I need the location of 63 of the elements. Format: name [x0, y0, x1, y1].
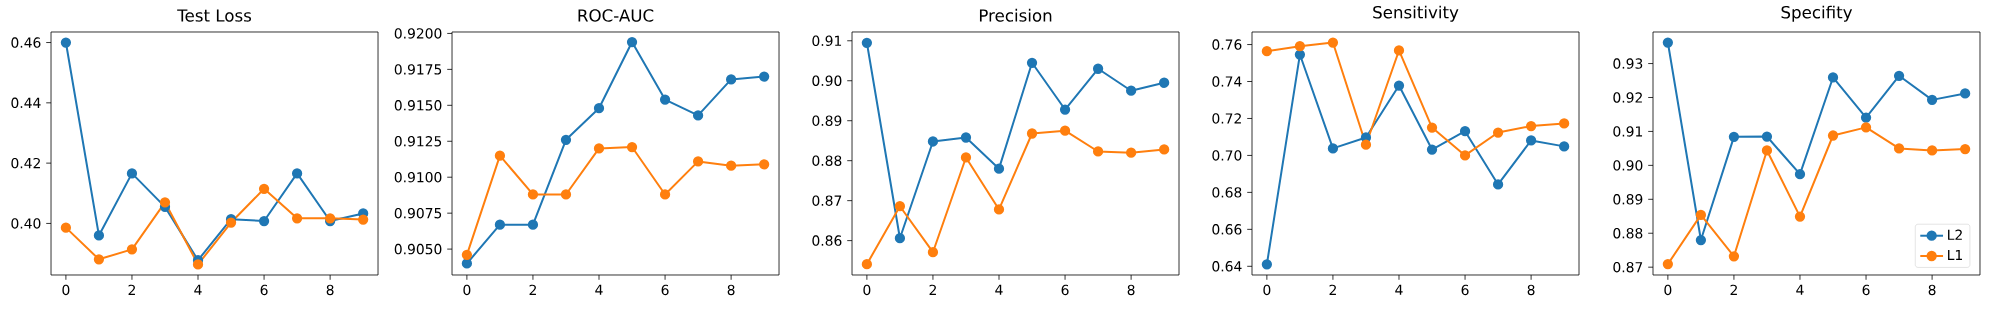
y-tick-label: 0.64 — [1212, 261, 1242, 272]
y-tick-label: 0.74 — [1212, 76, 1242, 87]
y-tick-label: 0.89 — [812, 115, 842, 126]
chart-title: Specifity — [1781, 5, 1853, 22]
x-tick-label: 0 — [1263, 284, 1271, 296]
x-tick-label: 8 — [1527, 284, 1535, 296]
x-tick-label: 6 — [1461, 284, 1469, 296]
y-tick-label: 0.70 — [1212, 150, 1242, 161]
chart-title: Precision — [979, 8, 1052, 22]
x-tick-label: 8 — [326, 284, 334, 296]
y-tick-label: 0.90 — [1613, 160, 1643, 171]
x-tick-label: 4 — [1796, 284, 1804, 295]
y-tick-label: 0.9050 — [394, 243, 442, 255]
y-tick-label: 0.9200 — [394, 28, 442, 39]
y-tick-label: 0.89 — [1613, 194, 1643, 205]
x-tick-label: 2 — [1730, 284, 1737, 295]
x-tick-label: 8 — [727, 284, 735, 296]
y-tick-label: 0.9175 — [394, 64, 442, 75]
y-tick-label: 0.92 — [1613, 92, 1642, 103]
y-tick-label: 0.9100 — [394, 171, 442, 183]
y-tick-label: 0.93 — [1613, 58, 1643, 69]
y-tick-label: 0.42 — [11, 157, 40, 169]
y-tick-label: 0.66 — [1212, 224, 1242, 235]
y-tick-label: 0.76 — [1212, 39, 1242, 50]
y-tick-label: 0.88 — [1613, 228, 1643, 239]
y-tick-label: 0.87 — [812, 195, 842, 206]
x-tick-label: 4 — [595, 284, 603, 295]
legend-label: L2 — [1948, 229, 1962, 240]
x-tick-label: 4 — [995, 284, 1003, 295]
x-tick-label: 2 — [529, 284, 536, 295]
y-tick-label: 0.86 — [812, 235, 842, 246]
x-tick-label: 2 — [929, 284, 936, 295]
x-tick-label: 6 — [1061, 284, 1069, 296]
x-tick-label: 2 — [128, 284, 135, 295]
x-tick-label: 0 — [463, 284, 471, 296]
y-tick-label: 0.87 — [1613, 261, 1643, 273]
y-tick-label: 0.9075 — [394, 207, 442, 219]
x-tick-label: 6 — [661, 284, 669, 296]
chart-title: Test Loss — [177, 9, 252, 22]
x-tick-label: 6 — [1862, 284, 1870, 296]
x-tick-label: 2 — [1329, 284, 1336, 295]
y-tick-label: 0.46 — [11, 37, 41, 48]
legend-label: L1 — [1948, 249, 1962, 261]
x-tick-label: 0 — [863, 284, 871, 296]
chart-title: Sensitivity — [1373, 5, 1459, 22]
chart-title: ROC-AUC — [578, 9, 654, 22]
x-tick-label: 8 — [1127, 284, 1135, 296]
y-tick-label: 0.90 — [812, 75, 842, 86]
x-tick-label: 0 — [1664, 284, 1672, 296]
x-tick-label: 8 — [1928, 284, 1936, 296]
y-tick-label: 0.91 — [1613, 126, 1643, 137]
y-tick-label: 0.72 — [1212, 113, 1241, 124]
y-tick-label: 0.40 — [11, 218, 41, 229]
y-tick-label: 0.9150 — [394, 100, 442, 111]
y-tick-label: 0.9125 — [394, 136, 442, 147]
x-tick-label: 6 — [260, 284, 268, 296]
x-tick-label: 4 — [194, 284, 202, 295]
x-tick-label: 0 — [62, 284, 70, 296]
y-tick-label: 0.68 — [1212, 187, 1242, 198]
x-tick-label: 4 — [1395, 284, 1403, 295]
y-tick-label: 0.91 — [812, 35, 842, 47]
y-tick-label: 0.88 — [812, 155, 842, 166]
y-tick-label: 0.44 — [11, 97, 41, 109]
